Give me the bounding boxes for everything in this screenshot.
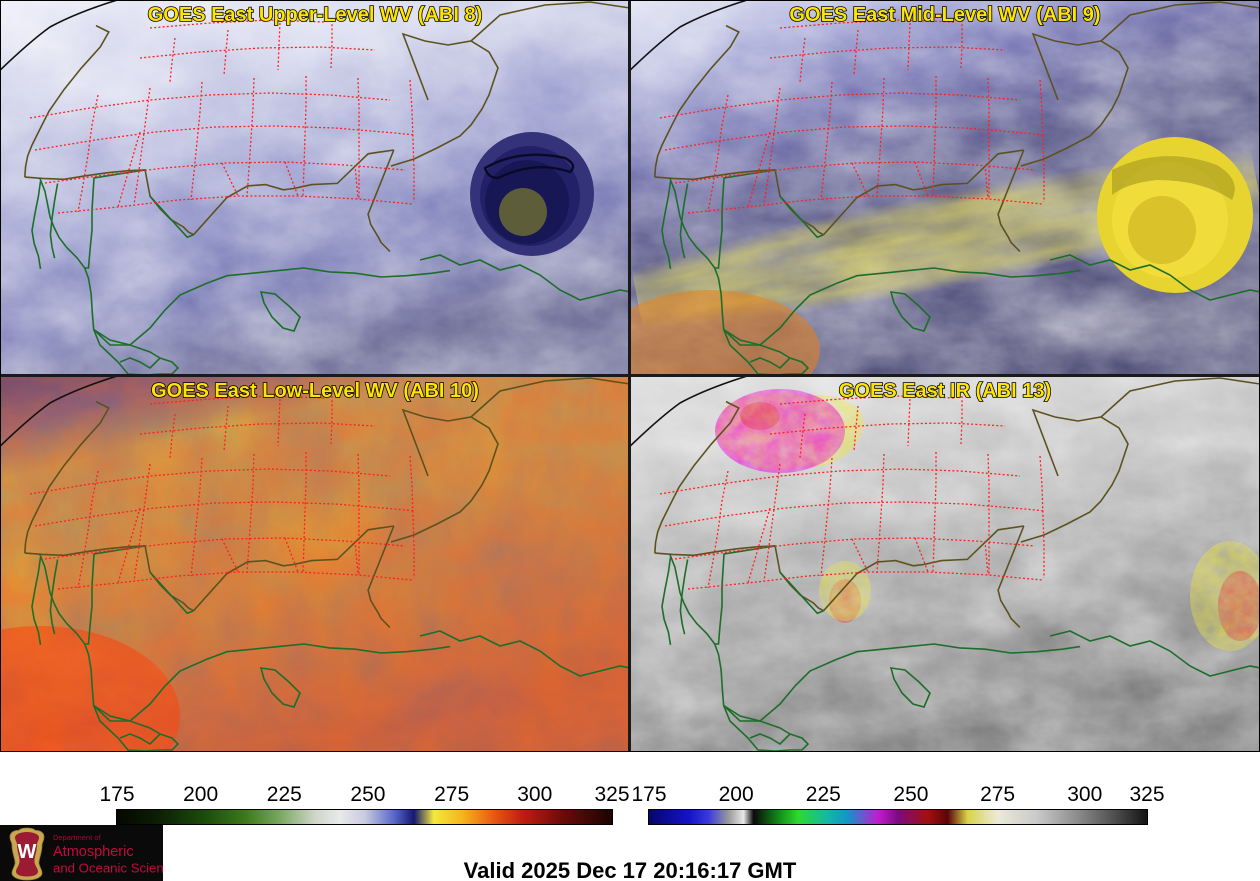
svg-text:W: W [18,841,37,863]
svg-text:and Oceanic Sciences: and Oceanic Sciences [53,861,163,876]
svg-text:Department of: Department of [53,833,101,842]
svg-text:Atmospheric: Atmospheric [53,844,134,860]
